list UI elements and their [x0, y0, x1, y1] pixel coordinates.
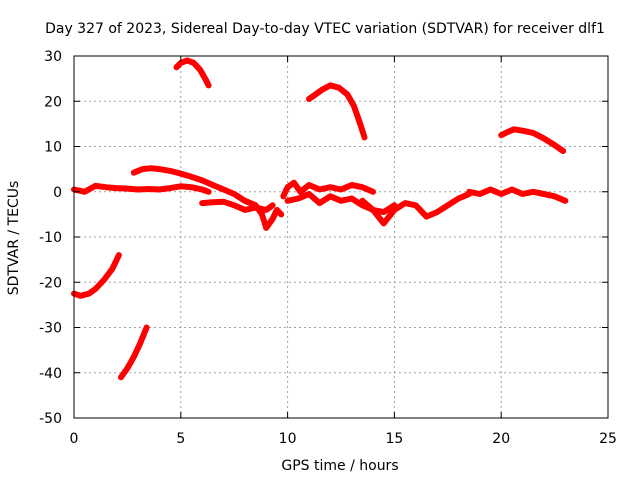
y-tick-label: 20 [44, 94, 62, 110]
series-line-pass-9 [71, 252, 122, 299]
y-tick-label: 30 [44, 49, 62, 65]
grid [74, 56, 608, 418]
y-tick-label: -10 [39, 230, 62, 246]
y-tick-label: -30 [39, 321, 62, 337]
series-line-pass-13 [498, 126, 567, 154]
series-line-pass-3 [199, 198, 276, 213]
series-line-pass-5 [280, 179, 376, 200]
series-line-pass-1 [71, 182, 212, 195]
y-tick-label: -50 [39, 411, 62, 427]
series-line-pass-11 [173, 57, 212, 89]
y-axis-label: SDTVAR / TECUs [6, 181, 22, 296]
x-tick-label: 25 [599, 431, 617, 447]
x-tick-label: 15 [385, 431, 403, 447]
series-line-pass-8 [466, 186, 569, 204]
x-axis-label: GPS time / hours [281, 458, 398, 474]
series-line-pass-12 [306, 82, 368, 141]
x-tick-label: 0 [70, 431, 79, 447]
chart-title: Day 327 of 2023, Sidereal Day-to-day VTE… [45, 21, 605, 37]
y-tick-label: 0 [53, 185, 62, 201]
y-axis-ticks: -50 -40 -30 -20 -10 0 10 20 30 [39, 49, 608, 427]
series-line-pass-7 [359, 191, 473, 227]
x-tick-label: 20 [492, 431, 510, 447]
series-line-pass-2 [130, 165, 248, 204]
y-tick-label: 10 [44, 140, 62, 156]
series-line-pass-10 [118, 324, 150, 381]
x-axis-ticks: 0 5 10 15 20 25 [70, 56, 617, 447]
y-tick-label: -40 [39, 366, 62, 382]
x-tick-label: 10 [279, 431, 297, 447]
y-tick-label: -20 [39, 275, 62, 291]
series-line-pass-4 [241, 197, 285, 231]
series-group [71, 57, 569, 381]
x-tick-label: 5 [176, 431, 185, 447]
